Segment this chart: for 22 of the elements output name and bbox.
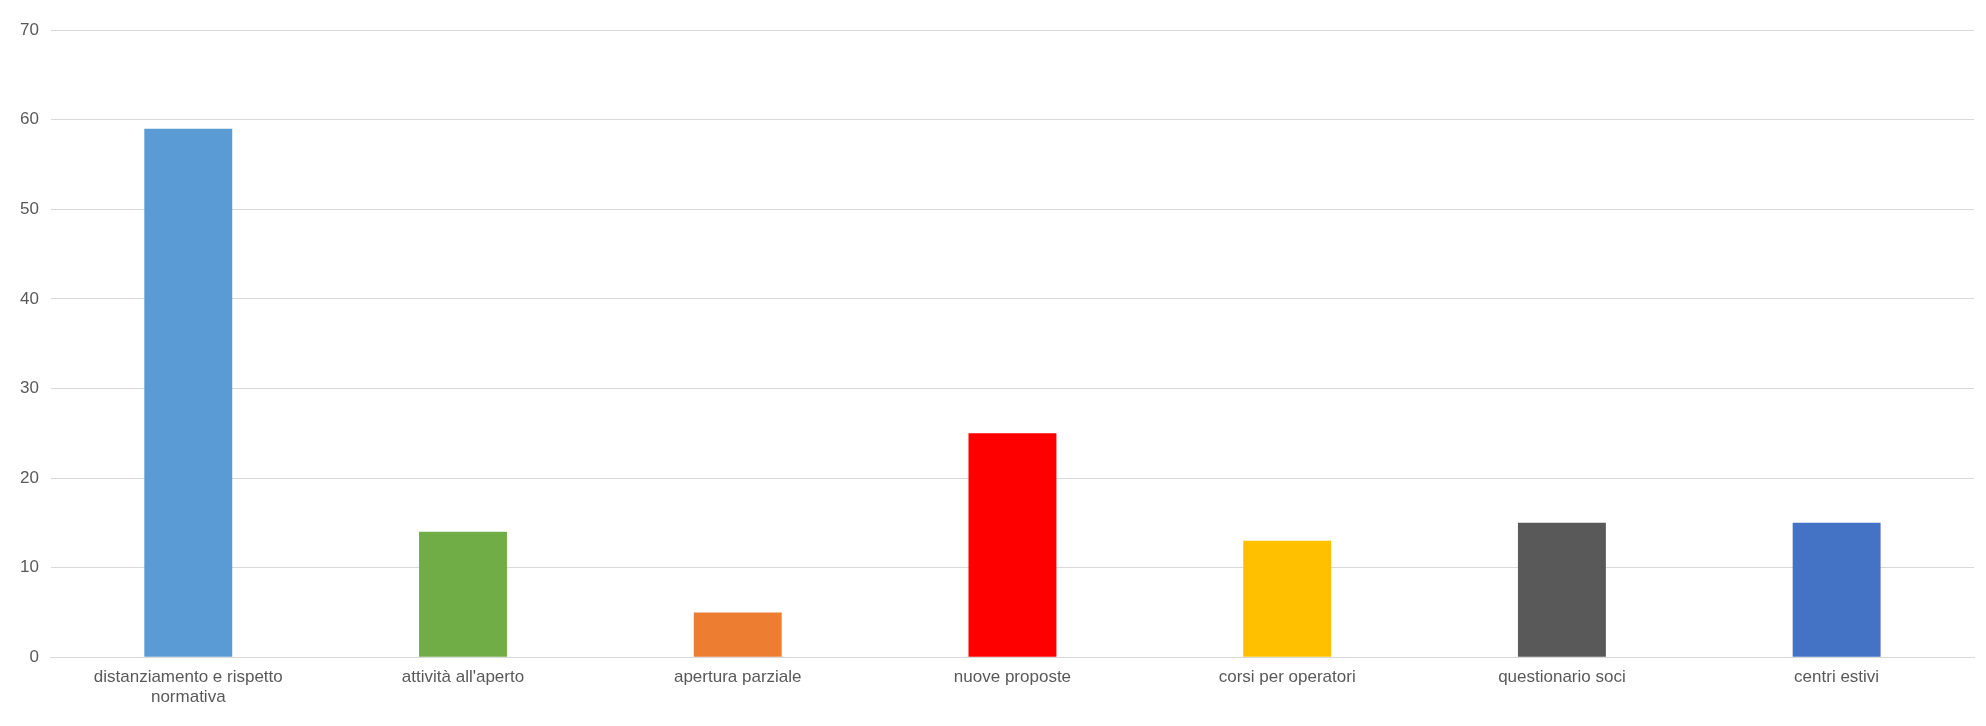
x-tick-label: attività all'aperto xyxy=(401,667,525,687)
bar xyxy=(419,531,507,657)
x-tick-label: nuove proposte xyxy=(953,667,1072,687)
y-tick-label: 60 xyxy=(19,109,39,129)
bar xyxy=(144,128,233,657)
x-tick-label: corsi per operatori xyxy=(1218,667,1356,687)
y-tick-label: 10 xyxy=(19,557,39,577)
y-tick-label: 70 xyxy=(19,19,39,39)
x-tick-label: questionario soci xyxy=(1498,667,1626,687)
y-tick-label: 30 xyxy=(19,378,39,398)
y-tick-label: 40 xyxy=(19,288,39,308)
bar xyxy=(693,612,782,657)
x-tick-label: apertura parziale xyxy=(673,667,802,687)
x-tick-label: centri estivi xyxy=(1794,667,1880,687)
bar xyxy=(1243,540,1332,657)
y-tick-label: 20 xyxy=(19,467,39,487)
bar xyxy=(1792,522,1881,657)
bar xyxy=(1517,522,1606,657)
y-tick-label: 0 xyxy=(29,646,39,666)
y-tick-label: 50 xyxy=(19,199,39,219)
x-tick-label: distanziamento e rispetto normativa xyxy=(93,667,283,707)
bar xyxy=(968,433,1057,657)
